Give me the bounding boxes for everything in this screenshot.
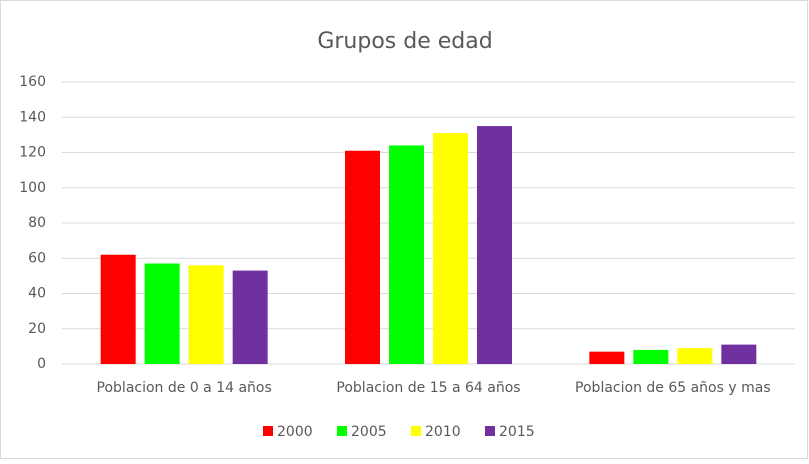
legend-label: 2015 bbox=[499, 424, 535, 440]
bar bbox=[677, 348, 713, 364]
y-tick-label: 80 bbox=[28, 215, 46, 231]
bar bbox=[633, 349, 669, 364]
legend-label: 2000 bbox=[277, 424, 313, 440]
legend-swatch bbox=[411, 426, 421, 436]
bar bbox=[433, 133, 468, 364]
bar bbox=[477, 126, 512, 364]
x-tick-label: Poblacion de 65 años y mas bbox=[575, 380, 771, 396]
y-tick-label: 140 bbox=[19, 109, 46, 125]
legend-label: 2005 bbox=[351, 424, 387, 440]
y-tick-label: 40 bbox=[28, 286, 46, 302]
bar bbox=[721, 344, 757, 364]
y-tick-label: 120 bbox=[19, 145, 46, 161]
bar bbox=[389, 145, 424, 364]
x-tick-label: Poblacion de 15 a 64 años bbox=[336, 380, 520, 396]
bar bbox=[232, 270, 268, 364]
y-tick-label: 20 bbox=[28, 321, 46, 337]
bar bbox=[188, 265, 224, 364]
y-tick-label: 100 bbox=[19, 180, 46, 196]
y-tick-label: 160 bbox=[19, 74, 46, 90]
legend-label: 2010 bbox=[425, 424, 461, 440]
legend-swatch bbox=[485, 426, 495, 436]
legend-swatch bbox=[263, 426, 273, 436]
bar bbox=[589, 351, 625, 364]
y-tick-label: 0 bbox=[37, 356, 46, 372]
bar bbox=[345, 150, 380, 364]
y-tick-label: 60 bbox=[28, 250, 46, 266]
legend-swatch bbox=[337, 426, 347, 436]
chart-title: Grupos de edad bbox=[317, 29, 492, 54]
x-tick-label: Poblacion de 0 a 14 años bbox=[97, 380, 272, 396]
bar bbox=[100, 254, 136, 364]
bar bbox=[144, 263, 180, 364]
